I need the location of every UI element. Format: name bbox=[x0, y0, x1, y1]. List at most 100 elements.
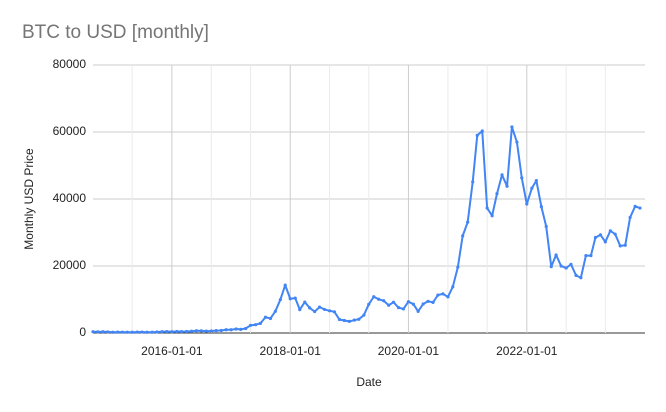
point bbox=[239, 327, 243, 331]
point bbox=[253, 323, 258, 327]
point bbox=[603, 240, 607, 244]
point bbox=[613, 232, 617, 236]
point bbox=[125, 330, 129, 334]
point bbox=[391, 300, 396, 304]
point bbox=[165, 329, 169, 334]
point bbox=[101, 330, 105, 334]
y-axis-label: Monthly USD Price bbox=[22, 148, 36, 250]
point bbox=[135, 330, 139, 334]
point bbox=[520, 176, 524, 180]
point bbox=[456, 265, 460, 269]
point bbox=[579, 276, 583, 280]
point bbox=[564, 266, 568, 270]
point bbox=[608, 229, 612, 233]
point bbox=[194, 329, 199, 333]
point bbox=[569, 262, 573, 266]
point bbox=[145, 330, 149, 334]
point bbox=[244, 326, 248, 331]
point bbox=[229, 328, 233, 332]
point bbox=[446, 295, 450, 299]
point bbox=[534, 178, 538, 183]
point bbox=[515, 140, 519, 144]
point bbox=[263, 315, 268, 319]
point bbox=[539, 205, 543, 209]
point bbox=[411, 302, 416, 306]
point bbox=[461, 234, 465, 238]
point bbox=[189, 329, 194, 333]
point bbox=[342, 318, 346, 323]
point bbox=[322, 307, 327, 312]
point bbox=[377, 297, 381, 301]
point bbox=[184, 329, 189, 334]
point bbox=[436, 293, 440, 297]
point bbox=[327, 309, 332, 313]
point bbox=[416, 309, 420, 314]
point bbox=[490, 214, 494, 218]
point bbox=[510, 125, 514, 129]
point bbox=[475, 133, 479, 137]
point bbox=[96, 330, 100, 334]
point bbox=[313, 309, 317, 314]
point bbox=[283, 283, 287, 287]
point bbox=[219, 328, 223, 333]
point bbox=[199, 329, 203, 333]
x-tick-label: 2022-01-01 bbox=[496, 344, 558, 358]
point bbox=[111, 330, 115, 334]
point bbox=[485, 206, 489, 210]
point bbox=[248, 323, 253, 327]
point bbox=[298, 308, 302, 312]
point bbox=[352, 318, 356, 322]
point bbox=[589, 254, 593, 258]
x-axis-label: Date bbox=[356, 375, 382, 389]
y-tick-label: 0 bbox=[79, 325, 86, 339]
point bbox=[155, 330, 159, 334]
point bbox=[623, 243, 627, 247]
point bbox=[179, 330, 184, 334]
point bbox=[451, 285, 455, 289]
point bbox=[628, 215, 632, 220]
point bbox=[234, 327, 238, 331]
point bbox=[633, 204, 637, 208]
point bbox=[209, 329, 213, 333]
point bbox=[372, 295, 376, 299]
point bbox=[505, 184, 509, 188]
y-tick-label: 40000 bbox=[53, 191, 87, 205]
point bbox=[584, 254, 588, 258]
point bbox=[426, 299, 430, 303]
point bbox=[559, 264, 563, 268]
point bbox=[224, 328, 228, 332]
point bbox=[273, 309, 277, 313]
point bbox=[471, 180, 475, 184]
point bbox=[574, 273, 578, 277]
point bbox=[544, 224, 548, 229]
y-tick-label: 20000 bbox=[53, 258, 87, 272]
point bbox=[120, 330, 124, 334]
point bbox=[288, 297, 292, 301]
point bbox=[106, 330, 110, 334]
point bbox=[441, 292, 445, 296]
x-tick-label: 2016-01-01 bbox=[141, 344, 203, 358]
point bbox=[140, 330, 144, 334]
point bbox=[91, 330, 95, 334]
point bbox=[387, 303, 391, 307]
point bbox=[130, 330, 134, 334]
point bbox=[293, 296, 297, 300]
point bbox=[525, 202, 529, 206]
point bbox=[347, 319, 351, 324]
point bbox=[214, 329, 218, 333]
point bbox=[396, 306, 401, 310]
point bbox=[303, 300, 307, 304]
point bbox=[431, 300, 435, 304]
point bbox=[549, 265, 553, 269]
point bbox=[593, 235, 598, 240]
point bbox=[116, 330, 120, 334]
point bbox=[495, 192, 499, 196]
chart-title: BTC to USD [monthly] bbox=[22, 22, 209, 43]
point bbox=[367, 302, 371, 306]
point bbox=[357, 317, 361, 321]
point bbox=[268, 316, 273, 321]
point bbox=[406, 300, 411, 304]
point bbox=[401, 307, 406, 311]
point bbox=[598, 233, 603, 237]
